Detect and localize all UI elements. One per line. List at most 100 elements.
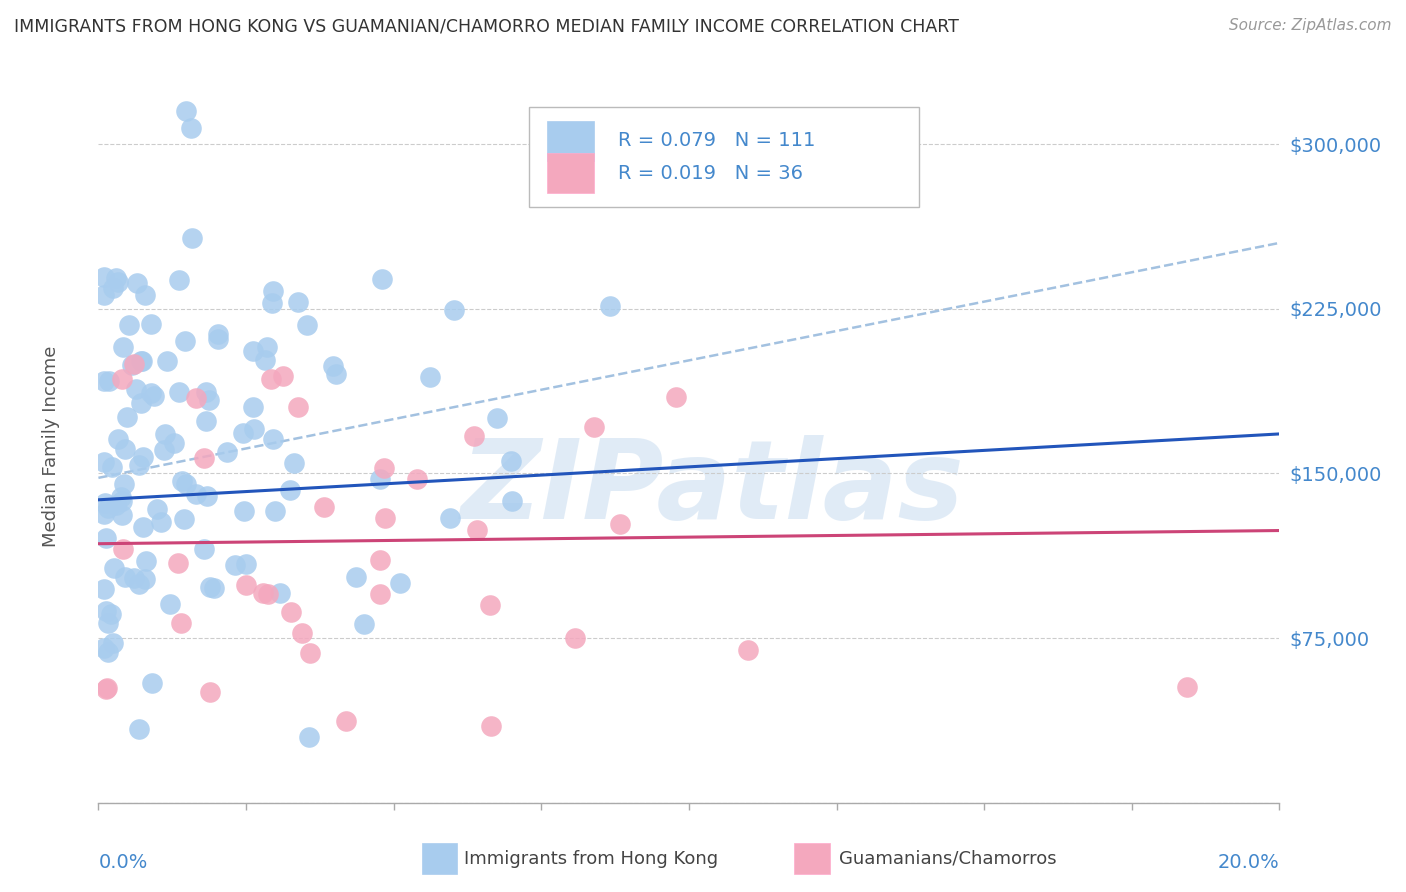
Point [298,730,321,744]
Point [242,400,264,414]
Point [325,367,347,381]
Point [111,372,134,386]
Point [485,410,508,425]
Point [298,647,321,661]
Point [232,504,254,518]
Point [128,458,150,472]
Point [180,230,202,244]
Point [278,483,301,497]
Point [101,460,124,475]
Point [167,273,190,287]
Point [262,433,284,447]
Point [353,616,375,631]
Point [121,358,143,372]
Point [139,386,162,401]
Bar [547,121,595,161]
Point [374,510,396,524]
Point [388,576,411,591]
Point [235,557,257,571]
Point [96,604,118,618]
Point [107,433,129,447]
Point [111,340,134,354]
Point [93,455,115,469]
Point [260,372,283,386]
Point [501,494,523,508]
Point [195,414,218,428]
Bar [547,153,595,193]
Point [129,396,152,410]
Point [105,270,128,285]
Point [167,556,190,570]
Point [134,572,156,586]
Point [195,489,218,503]
Point [100,607,122,621]
Point [135,554,157,568]
Point [107,275,129,289]
Point [269,586,291,600]
Point [198,685,221,699]
Point [207,332,229,346]
Point [599,299,621,313]
Point [256,340,278,354]
Point [173,512,195,526]
Point [184,487,207,501]
Text: ZIPatlas: ZIPatlas [461,435,965,542]
Point [153,443,176,458]
Point [406,472,429,486]
Point [463,429,485,443]
Point [195,384,218,399]
Point [202,581,225,595]
Point [163,436,186,450]
Point [115,409,138,424]
Point [193,542,215,557]
Point [419,370,441,384]
Point [215,445,238,459]
Point [128,722,150,736]
Point [368,472,391,486]
Point [344,570,367,584]
Point [335,714,357,728]
Point [193,450,215,465]
Point [167,384,190,399]
Point [287,400,309,414]
Point [110,490,132,504]
Point [111,541,134,556]
Point [479,719,502,733]
Point [142,389,165,403]
Point [96,531,118,545]
Point [564,631,586,645]
Point [665,390,688,404]
Point [478,598,501,612]
Point [263,503,285,517]
Point [155,427,177,442]
Point [252,585,274,599]
Point [114,442,136,456]
Point [439,511,461,525]
Text: Median Family Income: Median Family Income [42,345,60,547]
Point [111,493,134,508]
Text: R = 0.019   N = 36: R = 0.019 N = 36 [619,163,803,183]
Point [235,578,257,592]
Point [125,382,148,396]
Point [145,502,167,516]
Point [93,582,115,597]
Point [93,507,115,521]
Point [295,318,318,332]
Point [93,287,115,301]
Point [499,454,522,468]
Point [93,374,115,388]
Point [141,676,163,690]
Point [368,587,391,601]
Point [198,392,221,407]
Point [174,334,197,348]
Point [262,285,284,299]
Point [172,474,194,488]
Point [128,577,150,591]
Point [184,391,207,405]
Point [174,104,197,119]
Text: Immigrants from Hong Kong: Immigrants from Hong Kong [464,850,718,868]
Point [103,636,125,650]
Text: 20.0%: 20.0% [1218,853,1279,871]
Point [94,496,117,510]
Point [373,461,395,475]
